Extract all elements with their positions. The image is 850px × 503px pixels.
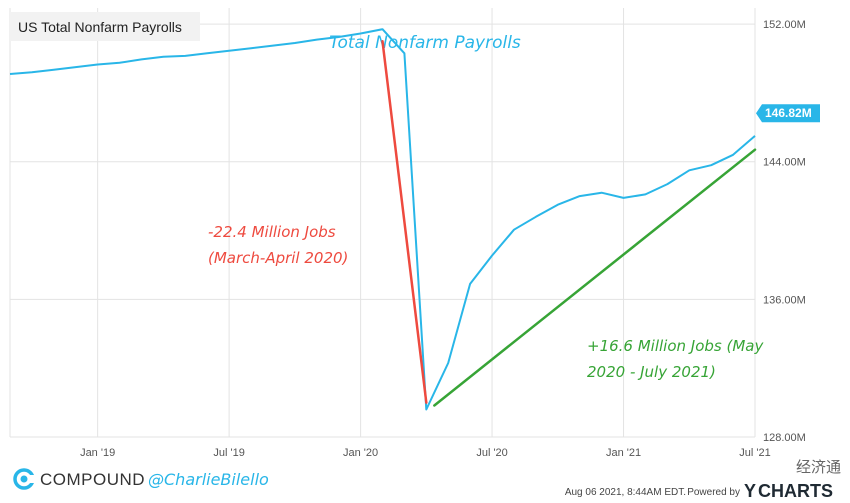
brand-name: COMPOUND	[40, 470, 145, 489]
compound-logo	[13, 468, 36, 490]
last-value-tag-shape	[756, 104, 820, 123]
last-value-tag: 146.82M	[756, 104, 820, 123]
x-tick-label: Jan '21	[606, 447, 641, 459]
ycharts-logo: CHARTS	[758, 481, 833, 501]
y-tick-label: 136.00M	[763, 294, 806, 306]
y-tick-label: 128.00M	[763, 432, 806, 444]
powered-by-label: Powered by	[687, 487, 740, 498]
compound-logo-dot-icon	[20, 475, 28, 483]
series-line	[9, 28, 756, 411]
chart-subtitle: Total Nonfarm Payrolls	[329, 33, 521, 53]
x-tick-label: Jul '21	[739, 447, 770, 459]
series-layer	[9, 28, 756, 411]
y-axis-ticks: 128.00M 136.00M 144.00M 152.00M	[763, 19, 806, 444]
recovery-annotation: +16.6 Million Jobs (May	[587, 337, 764, 355]
timestamp: Aug 06 2021, 8:44AM EDT.	[565, 487, 686, 498]
ycharts-logo-y: Y	[744, 481, 756, 501]
drop-annotation: -22.4 Million Jobs	[208, 223, 336, 241]
recovery-annotation: 2020 - July 2021)	[587, 363, 716, 381]
x-tick-label: Jan '19	[80, 447, 115, 459]
x-tick-label: Jan '20	[343, 447, 378, 459]
x-tick-label: Jul '20	[476, 447, 507, 459]
y-tick-label: 152.00M	[763, 19, 806, 31]
last-value-label: 146.82M	[765, 106, 812, 120]
recovery-trend-line	[433, 148, 757, 407]
annotations: -22.4 Million Jobs (March-April 2020) +16.…	[208, 40, 764, 407]
x-axis-ticks: Jan '19 Jul '19 Jan '20 Jul '20 Jan '21 Jul '…	[80, 447, 771, 459]
compound-logo-gap	[29, 475, 36, 483]
watermark: 经济通	[796, 459, 841, 476]
chart-title: US Total Nonfarm Payrolls	[18, 19, 182, 35]
drop-annotation: (March-April 2020)	[208, 249, 348, 267]
twitter-handle: @CharlieBilello	[148, 470, 269, 489]
y-tick-label: 144.00M	[763, 157, 806, 169]
title-box	[10, 12, 200, 41]
x-tick-label: Jul '19	[213, 447, 244, 459]
drop-trend-line	[381, 40, 428, 404]
